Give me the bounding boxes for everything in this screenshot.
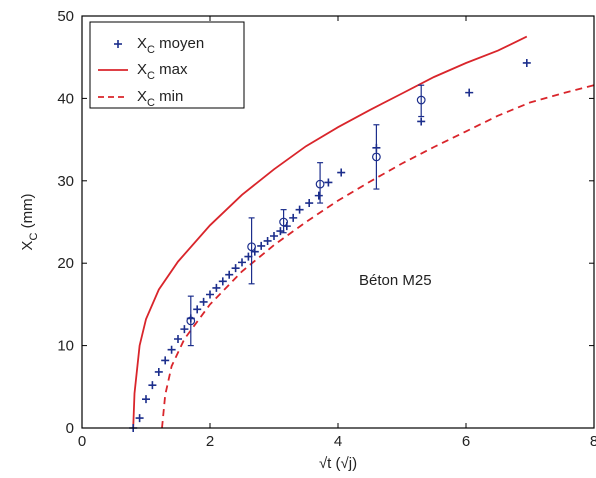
- legend-moyen-sub: C: [147, 44, 155, 56]
- y-tick-label-2: 20: [57, 255, 74, 272]
- legend-item-moyen: XC moyen: [114, 35, 204, 56]
- data-point-7: [174, 335, 182, 344]
- y-tick-label-0: 0: [66, 420, 74, 437]
- x-tick-label-1: 2: [206, 433, 214, 450]
- data-point-2: [142, 395, 150, 404]
- data-point-11: [199, 297, 208, 306]
- data-point-27: [305, 199, 314, 208]
- plot-area: [129, 35, 595, 432]
- error-marker-1: [247, 242, 257, 252]
- data-point-23: [276, 227, 285, 236]
- y-tick-label-5: 50: [57, 8, 74, 25]
- data-point-1: [135, 414, 144, 423]
- curve-max: [132, 35, 528, 429]
- data-point-6: [167, 345, 176, 354]
- error-marker-5: [416, 95, 426, 105]
- x-tick-label-0: 0: [78, 433, 86, 450]
- data-point-12: [206, 290, 214, 299]
- y-label-unit: (mm): [19, 193, 36, 232]
- x-tick-label-3: 6: [462, 433, 470, 450]
- data-point-8: [180, 325, 189, 334]
- data-point-9: [186, 314, 195, 323]
- data-point-21: [263, 236, 272, 245]
- legend-min-sub: C: [147, 97, 155, 109]
- legend-item-max: XC max: [98, 61, 188, 82]
- legend-marker-plus: [114, 40, 122, 48]
- legend: XC moyen XC max XC min: [89, 21, 245, 109]
- y-label-subscript: C: [28, 233, 40, 241]
- data-point-17: [238, 258, 246, 267]
- data-point-20: [257, 241, 266, 250]
- annotation-beton: Béton M25: [359, 272, 432, 289]
- data-point-26: [295, 205, 304, 214]
- y-axis-label: XC (mm): [19, 193, 40, 250]
- legend-moyen-suffix: moyen: [155, 35, 204, 52]
- error-marker-3: [315, 179, 325, 189]
- data-point-24: [282, 222, 291, 231]
- data-point-31: [372, 143, 381, 152]
- data-point-4: [154, 367, 163, 376]
- legend-moyen-main: X: [137, 35, 147, 52]
- data-point-5: [161, 356, 170, 365]
- legend-min-main: X: [137, 88, 147, 105]
- y-tick-label-1: 10: [57, 338, 74, 355]
- y-label-main: X: [19, 241, 36, 251]
- legend-label-min: XC min: [137, 88, 183, 109]
- legend-label-max: XC max: [137, 61, 188, 82]
- x-tick-label-4: 8: [590, 433, 596, 450]
- error-marker-4: [372, 152, 381, 162]
- y-ticks: 0 10 20 30 40 50: [57, 8, 594, 437]
- legend-max-main: X: [137, 61, 147, 78]
- y-tick-label-3: 30: [57, 173, 74, 190]
- x-ticks: 0 2 4 6 8: [78, 16, 596, 450]
- data-point-22: [270, 232, 278, 241]
- data-point-19: [250, 247, 259, 256]
- data-point-25: [289, 213, 298, 222]
- data-point-14: [218, 277, 227, 286]
- data-point-15: [225, 270, 234, 279]
- curve-min: [161, 84, 595, 429]
- data-point-18: [244, 252, 253, 261]
- legend-label-moyen: XC moyen: [137, 35, 204, 56]
- legend-item-min: XC min: [98, 88, 183, 109]
- data-point-33: [465, 88, 474, 97]
- legend-min-suffix: min: [155, 88, 183, 105]
- x-tick-label-2: 4: [334, 433, 342, 450]
- data-point-30: [337, 168, 346, 177]
- data-point-16: [231, 264, 240, 273]
- data-point-3: [148, 381, 157, 390]
- data-point-32: [417, 117, 426, 126]
- legend-max-sub: C: [147, 70, 155, 82]
- data-point-29: [324, 178, 333, 187]
- data-point-10: [193, 305, 202, 314]
- legend-box: [89, 21, 245, 109]
- data-point-28: [314, 191, 323, 200]
- y-tick-label-4: 40: [57, 90, 74, 107]
- data-point-34: [522, 58, 531, 67]
- x-axis-label: √t (√j): [319, 455, 357, 472]
- data-point-13: [212, 283, 221, 292]
- legend-max-suffix: max: [155, 61, 188, 78]
